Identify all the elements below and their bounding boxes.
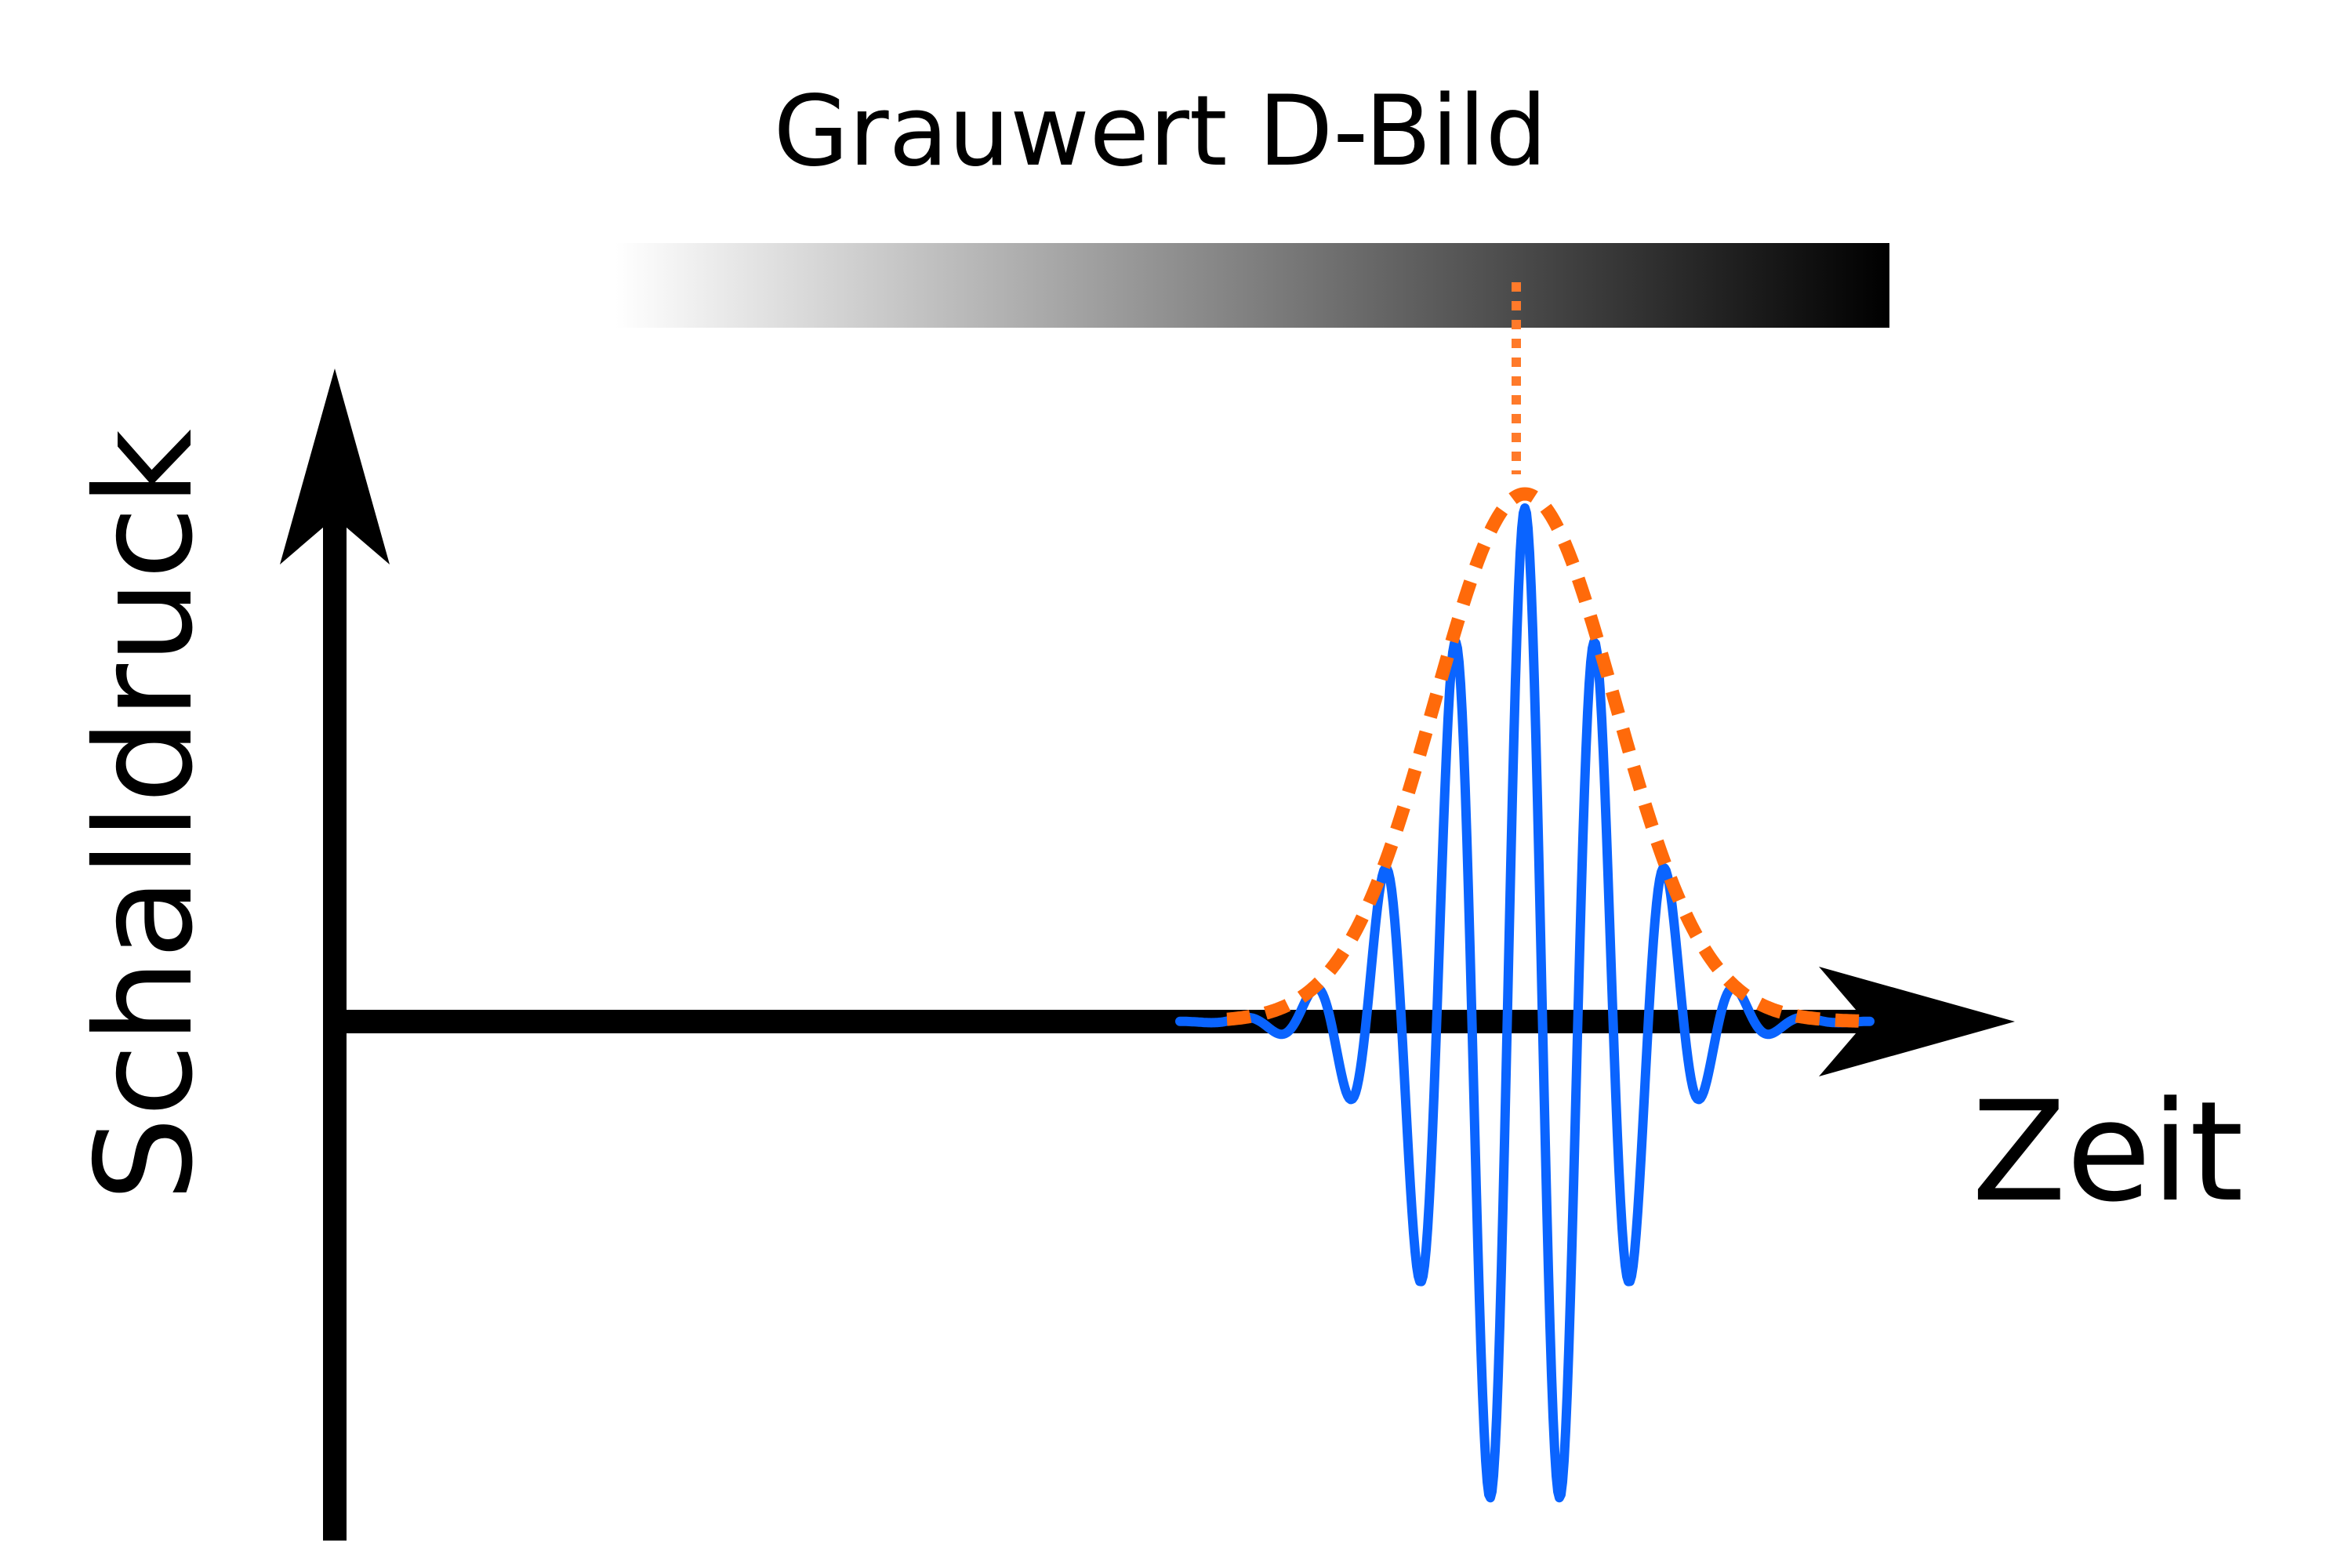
x-axis-arrowhead bbox=[1819, 967, 2015, 1076]
grayscale-bar bbox=[615, 243, 1889, 328]
grayscale-title: Grauwert D-Bild bbox=[774, 75, 1548, 188]
pulse-signal bbox=[1175, 503, 1875, 1503]
y-axis-arrowhead bbox=[280, 368, 390, 564]
x-axis-label: Zeit bbox=[1972, 1072, 2244, 1232]
y-axis-label: Schalldruck bbox=[67, 429, 223, 1201]
signal-envelope bbox=[1226, 487, 1871, 1029]
